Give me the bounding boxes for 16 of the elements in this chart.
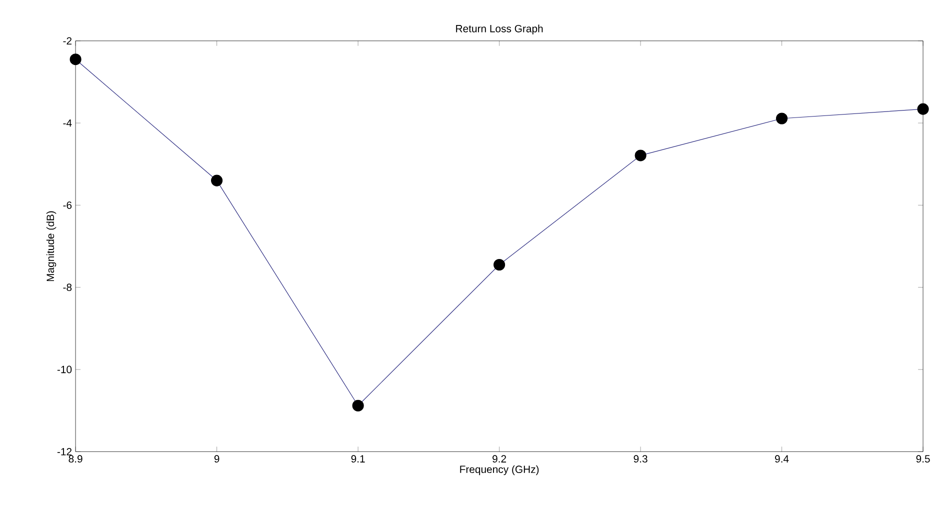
- y-tick-label: -8: [63, 283, 72, 291]
- y-tick-label: -10: [57, 366, 72, 373]
- x-tick-label: 9.1: [351, 454, 365, 462]
- y-tick-label: -4: [63, 119, 72, 126]
- x-axis-title: Frequency (GHz): [460, 465, 539, 475]
- y-tick-label: -12: [57, 448, 72, 456]
- y-tick-label: -2: [63, 36, 72, 44]
- x-tick-label: 8.9: [68, 454, 82, 462]
- x-tick-label: 9.4: [775, 454, 789, 462]
- x-tick-label: 9.3: [634, 454, 648, 462]
- y-tick-label: -6: [63, 201, 72, 209]
- y-axis-title: Magnitude (dB): [46, 211, 56, 281]
- chart-title: Return Loss Graph: [456, 24, 543, 34]
- x-tick-label: 9.2: [492, 454, 506, 462]
- x-tick-label: 9.5: [916, 454, 930, 462]
- x-tick-label: 9: [214, 454, 220, 462]
